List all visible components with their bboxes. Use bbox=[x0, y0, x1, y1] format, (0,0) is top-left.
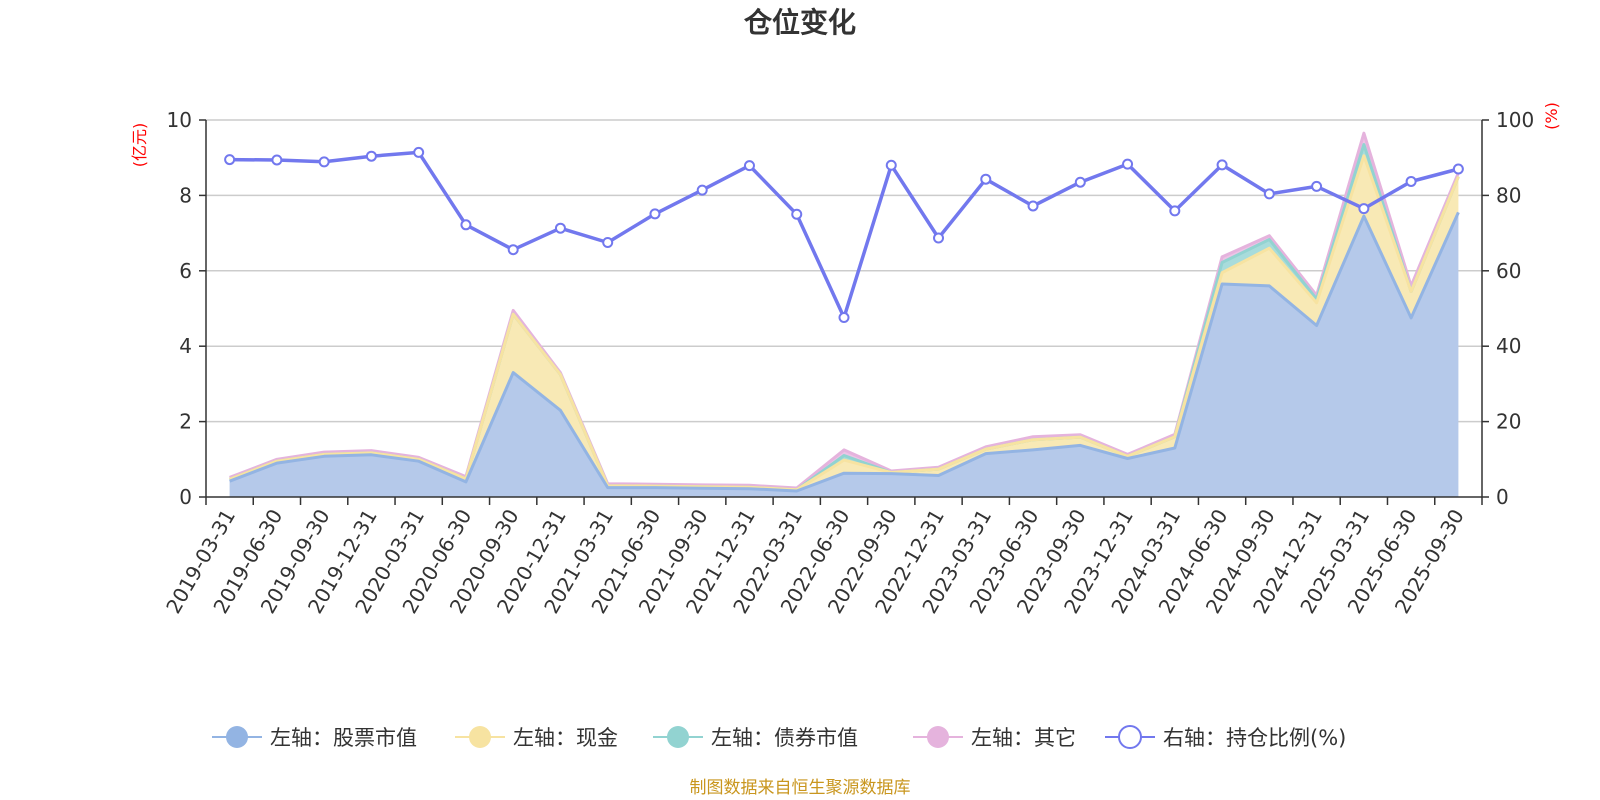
legend-label: 右轴：持仓比例(%) bbox=[1163, 726, 1346, 750]
ratio-point bbox=[885, 159, 897, 171]
ratio-point bbox=[1074, 176, 1086, 188]
ratio-point bbox=[460, 219, 472, 231]
left-tick-label: 4 bbox=[179, 334, 192, 358]
left-tick-label: 8 bbox=[179, 183, 192, 207]
ratio-point bbox=[1405, 175, 1417, 187]
left-tick-label: 6 bbox=[179, 259, 192, 283]
right-tick-label: 80 bbox=[1496, 183, 1521, 207]
ratio-point bbox=[1358, 203, 1370, 215]
ratio-point bbox=[743, 160, 755, 172]
ratio-point bbox=[271, 154, 283, 166]
ratio-point bbox=[1169, 205, 1181, 217]
area-edge-series-2 bbox=[229, 154, 1460, 492]
legend-label: 左轴：其它 bbox=[971, 726, 1076, 750]
ratio-point bbox=[554, 222, 566, 234]
legend-label: 左轴：股票市值 bbox=[270, 726, 417, 750]
ratio-point bbox=[696, 184, 708, 196]
ratio-point bbox=[1027, 200, 1039, 212]
left-tick-label: 10 bbox=[167, 108, 192, 132]
ratio-point bbox=[224, 154, 236, 166]
right-axis-unit: (%) bbox=[1542, 102, 1561, 130]
ratio-point bbox=[1263, 188, 1275, 200]
legend-item-4: 左轴：其它 bbox=[913, 726, 1076, 750]
legend-label: 左轴：现金 bbox=[513, 726, 618, 750]
legend-item-2: 左轴：现金 bbox=[455, 726, 618, 750]
holding-ratio-line bbox=[224, 146, 1464, 324]
area-series-1 bbox=[229, 212, 1459, 497]
ratio-point bbox=[1122, 158, 1134, 170]
area-edge-series-1 bbox=[229, 211, 1460, 493]
right-tick-label: 60 bbox=[1496, 259, 1521, 283]
ratio-point bbox=[1216, 159, 1228, 171]
stacked-areas bbox=[229, 131, 1460, 497]
left-axis-unit: (亿元) bbox=[130, 123, 149, 168]
legend-marker bbox=[667, 726, 689, 748]
ratio-point bbox=[933, 232, 945, 244]
ratio-point bbox=[649, 208, 661, 220]
right-tick-label: 0 bbox=[1496, 485, 1509, 509]
ratio-point bbox=[1452, 163, 1464, 175]
left-tick-label: 0 bbox=[179, 485, 192, 509]
ratio-point bbox=[791, 208, 803, 220]
ratio-point bbox=[1311, 180, 1323, 192]
right-tick-label: 40 bbox=[1496, 334, 1521, 358]
source-note: 制图数据来自恒生聚源数据库 bbox=[690, 778, 911, 798]
right-tick-label: 100 bbox=[1496, 108, 1534, 132]
ratio-point bbox=[413, 146, 425, 158]
ratio-point bbox=[365, 150, 377, 162]
area-edge-series-4 bbox=[229, 131, 1460, 490]
legend-label: 左轴：债券市值 bbox=[711, 726, 858, 750]
ratio-point bbox=[318, 156, 330, 168]
legend-item-1: 左轴：股票市值 bbox=[212, 726, 417, 750]
legend-item-5: 右轴：持仓比例(%) bbox=[1105, 725, 1346, 750]
chart-title: 仓位变化 bbox=[744, 6, 856, 39]
ratio-point bbox=[507, 244, 519, 256]
ratio-point bbox=[838, 312, 850, 324]
ratio-point bbox=[602, 237, 614, 249]
legend-marker bbox=[927, 726, 949, 748]
legend-marker bbox=[1118, 725, 1142, 749]
legend-marker bbox=[226, 726, 248, 748]
legend-item-3: 左轴：债券市值 bbox=[653, 726, 858, 750]
legend: 左轴：股票市值 左轴：现金 左轴：债券市值 左轴：其它 右轴：持仓比例(%) bbox=[212, 725, 1346, 750]
ratio-point bbox=[980, 173, 992, 185]
right-tick-label: 20 bbox=[1496, 410, 1521, 434]
left-tick-label: 2 bbox=[179, 410, 192, 434]
legend-marker bbox=[469, 726, 491, 748]
